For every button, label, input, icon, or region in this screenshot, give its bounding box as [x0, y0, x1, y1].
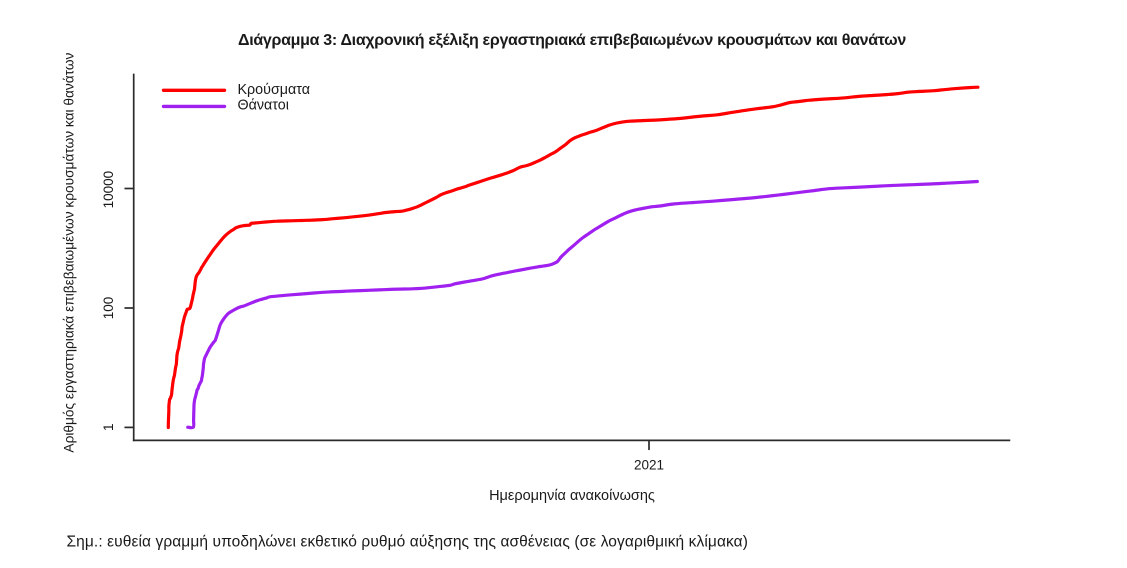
svg-text:2021: 2021: [634, 457, 664, 472]
svg-text:Ημερομηνία ανακοίνωσης: Ημερομηνία ανακοίνωσης: [489, 488, 655, 504]
svg-text:Κρούσματα: Κρούσματα: [238, 82, 310, 98]
svg-text:1: 1: [101, 423, 116, 431]
svg-text:10000: 10000: [101, 171, 116, 209]
svg-text:100: 100: [101, 297, 116, 320]
svg-text:Διάγραμμα 3: Διαχρονική εξέλιξ: Διάγραμμα 3: Διαχρονική εξέλιξη εργαστηρ…: [238, 32, 906, 49]
svg-text:Σημ.: ευθεία γραμμή υποδηλώνει: Σημ.: ευθεία γραμμή υποδηλώνει εκθετικό …: [67, 533, 749, 550]
svg-text:Θάνατοι: Θάνατοι: [238, 97, 289, 113]
svg-text:Αριθμός εργαστηριακά επιβεβαιω: Αριθμός εργαστηριακά επιβεβαιωμένων κρου…: [61, 52, 76, 452]
